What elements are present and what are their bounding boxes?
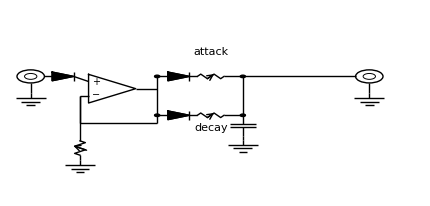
Polygon shape — [168, 72, 189, 81]
Circle shape — [240, 75, 246, 78]
Circle shape — [240, 114, 246, 117]
Circle shape — [154, 114, 160, 117]
Text: attack: attack — [193, 47, 228, 57]
Text: decay: decay — [194, 123, 227, 133]
Text: −: − — [92, 90, 100, 100]
Text: +: + — [92, 77, 100, 87]
Polygon shape — [52, 72, 74, 81]
Polygon shape — [168, 111, 189, 120]
Circle shape — [154, 75, 160, 78]
